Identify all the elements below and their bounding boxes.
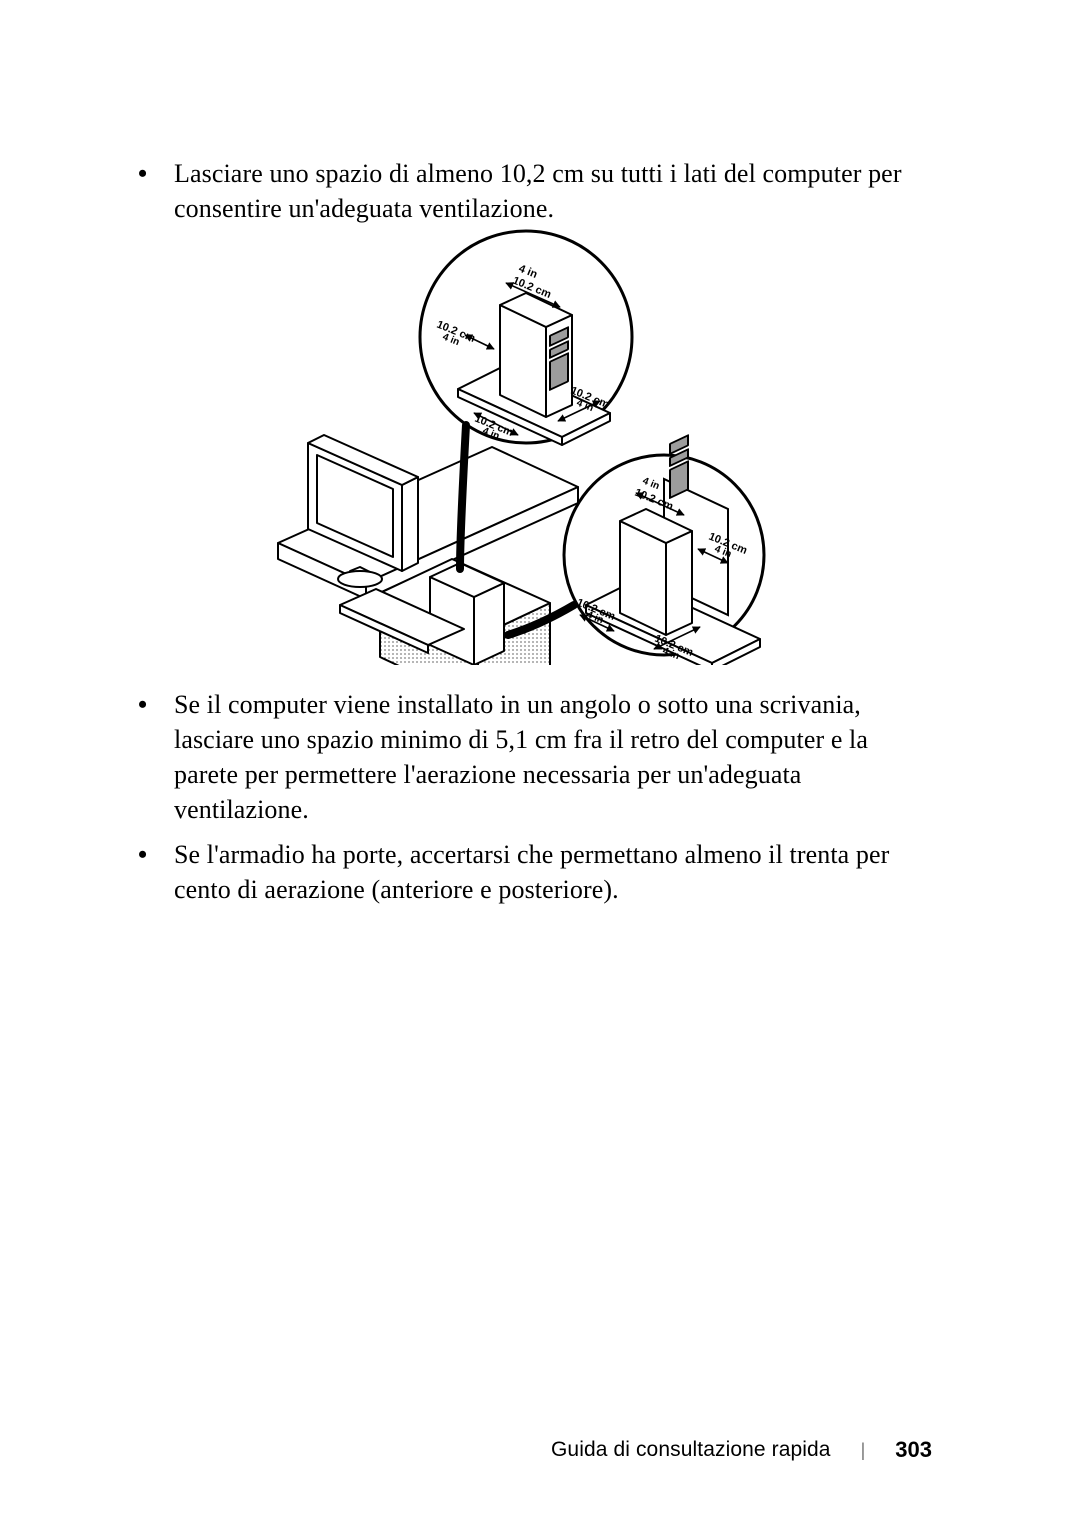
footer-page-number: 303 xyxy=(895,1437,932,1463)
page-footer: Guida di consultazione rapida | 303 xyxy=(551,1437,932,1463)
bullet-2: Se il computer viene installato in un an… xyxy=(174,687,932,827)
bottom-bullet-block: Se il computer viene installato in un an… xyxy=(174,687,932,908)
bullet-1: Lasciare uno spazio di almeno 10,2 cm su… xyxy=(174,156,932,226)
footer-title: Guida di consultazione rapida xyxy=(551,1438,831,1462)
ventilation-illustration: 4 in 10.2 cm 10.2 cm 4 in 10.2 cm 4 in 1… xyxy=(260,225,820,665)
top-bullet-block: Lasciare uno spazio di almeno 10,2 cm su… xyxy=(174,156,932,226)
bullet-3: Se l'armadio ha porte, accertarsi che pe… xyxy=(174,837,932,907)
footer-separator: | xyxy=(861,1440,866,1461)
callout-top-tower xyxy=(500,293,572,417)
